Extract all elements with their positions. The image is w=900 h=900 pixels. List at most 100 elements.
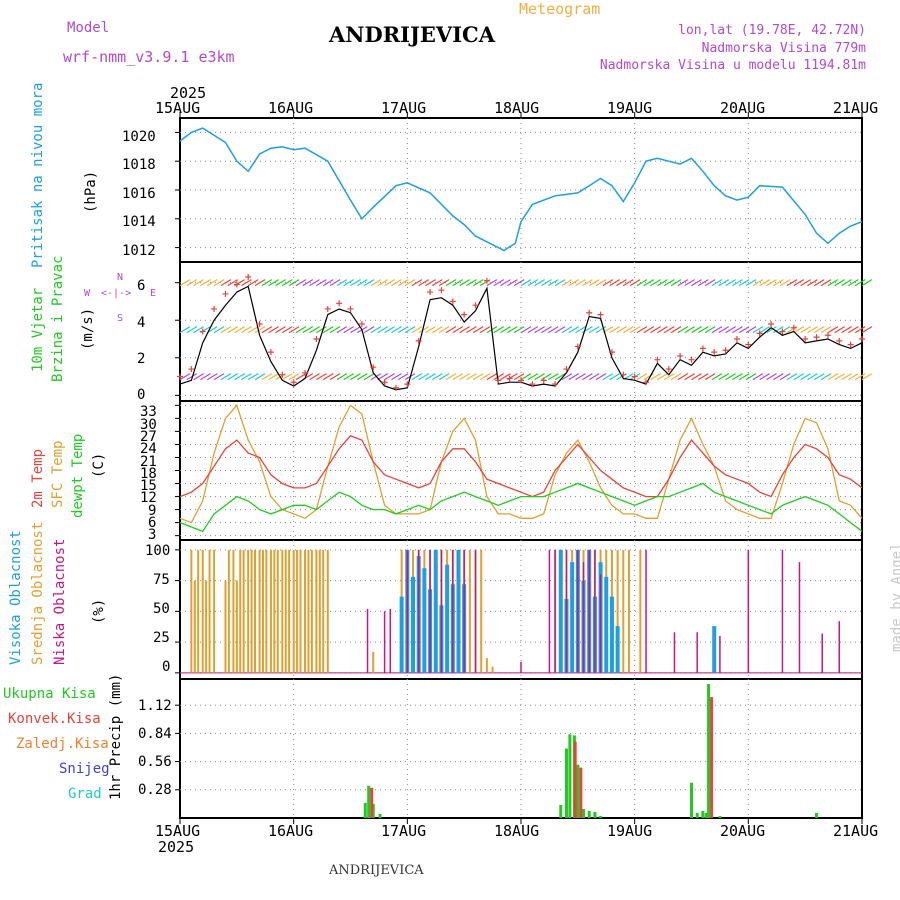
precip-bar-0-2 xyxy=(371,803,375,818)
wind-arrow-61 xyxy=(595,373,607,381)
wind-arrow-292 xyxy=(793,279,805,287)
wind-arrow-300 xyxy=(848,279,859,287)
pressure-tick-1012: 1012 xyxy=(122,243,156,259)
bottom-year-label: 2025 xyxy=(158,838,195,856)
wind-arrow-26 xyxy=(357,373,368,381)
wind-arrow-298 xyxy=(834,279,846,287)
precip-bar-0-10 xyxy=(587,810,591,818)
wind-arrow-40 xyxy=(452,373,464,381)
wind-arrow-159 xyxy=(575,326,586,334)
precip-bar-0-9 xyxy=(582,808,586,818)
wind-arrow-243 xyxy=(459,279,470,287)
wind-tick-4: 4 xyxy=(137,315,146,331)
wind-arrow-148 xyxy=(500,326,511,334)
wind-arrow-224 xyxy=(329,279,341,287)
wind-arrow-191 xyxy=(793,326,805,334)
wind-arrow-268 xyxy=(629,279,641,287)
wind-arrow-10 xyxy=(247,373,259,381)
wind-arrow-162 xyxy=(595,326,607,334)
legend-conv: Konvek.Kisa xyxy=(8,711,101,727)
wind-arrow-175 xyxy=(684,326,695,334)
wind-arrow-258 xyxy=(561,279,573,287)
wind-arrow-136 xyxy=(418,326,430,334)
wind-arrow-255 xyxy=(541,279,552,287)
gust-marker-32 xyxy=(540,377,547,384)
wind-arrow-181 xyxy=(725,326,736,334)
gust-marker-17 xyxy=(370,364,377,371)
gust-marker-6 xyxy=(245,274,252,281)
gust-marker-55 xyxy=(802,336,809,343)
wind-arrow-37 xyxy=(432,373,443,381)
gust-marker-28 xyxy=(495,377,502,384)
wind-ylabel-a: 10m Vjetar xyxy=(30,287,46,372)
wind-tick-6: 6 xyxy=(137,278,146,294)
wind-arrow-222 xyxy=(316,279,327,287)
wind-arrow-202 xyxy=(179,279,191,287)
precip-bar-0-15 xyxy=(701,810,705,818)
wind-unit: (m/s) xyxy=(80,307,96,350)
wind-arrow-151 xyxy=(520,326,532,334)
temp-tick-9: 9 xyxy=(148,503,157,519)
grid-lines xyxy=(175,112,863,824)
wind-arrow-129 xyxy=(370,326,382,334)
wind-arrow-57 xyxy=(568,373,580,381)
gust-marker-56 xyxy=(813,334,820,341)
wind-arrow-95 xyxy=(827,373,839,381)
wind-arrow-79 xyxy=(718,373,730,381)
wind-arrow-256 xyxy=(547,279,559,287)
wind-arrow-206 xyxy=(206,279,218,287)
cloud-tick-25: 25 xyxy=(153,630,170,646)
wind-arrow-100 xyxy=(861,373,873,381)
temp-tick-21: 21 xyxy=(140,454,157,470)
wind-arrow-16 xyxy=(288,373,300,381)
wind-arrow-205 xyxy=(200,279,211,287)
legend-frozen: Zaledj.Kisa xyxy=(16,736,109,752)
wind-arrow-112 xyxy=(254,326,266,334)
temp-ylabel-a: 2m Temp xyxy=(30,448,46,508)
top-tick-15aug: 15AUG xyxy=(155,99,201,117)
wind-arrow-220 xyxy=(302,279,314,287)
wind-arrow-116 xyxy=(281,326,293,334)
model-name: wrf-nmm_v3.9.1 e3km xyxy=(63,48,235,66)
gust-marker-58 xyxy=(836,337,843,344)
wind-arrow-227 xyxy=(350,279,361,287)
wind-arrow-250 xyxy=(507,279,518,287)
wind-arrow-108 xyxy=(227,326,239,334)
wind-arrow-86 xyxy=(766,373,777,381)
wind-arrow-63 xyxy=(609,373,620,381)
gust-marker-5 xyxy=(233,281,240,288)
wind-arrow-229 xyxy=(363,279,375,287)
wind-arrow-207 xyxy=(213,279,225,287)
wind-tick-0: 0 xyxy=(137,387,146,403)
cloud-ylabel-low: Niska Oblacnost xyxy=(52,538,68,665)
wind-arrow-203 xyxy=(186,279,198,287)
wind-arrow-277 xyxy=(691,279,702,287)
gust-marker-47 xyxy=(711,349,718,356)
wind-arrow-257 xyxy=(554,279,566,287)
wind-arrow-93 xyxy=(813,373,825,381)
wind-arrow-21 xyxy=(322,373,334,381)
temp-tick-27: 27 xyxy=(140,429,157,445)
gust-marker-9 xyxy=(279,371,286,378)
wind-arrow-233 xyxy=(391,279,402,287)
wind-arrow-0 xyxy=(179,373,191,381)
wind-arrow-7 xyxy=(227,373,239,381)
wind-arrow-260 xyxy=(575,279,586,287)
precip-bar-0-17 xyxy=(707,684,711,818)
wind-arrow-158 xyxy=(568,326,580,334)
gust-marker-18 xyxy=(381,379,388,386)
wind-arrow-115 xyxy=(275,326,286,334)
wind-arrow-242 xyxy=(452,279,464,287)
wind-arrow-128 xyxy=(363,326,375,334)
wind-arrow-110 xyxy=(241,326,252,334)
wind-arrow-153 xyxy=(534,326,545,334)
wind-arrow-185 xyxy=(752,326,764,334)
wind-arrow-134 xyxy=(404,326,416,334)
wind-arrow-170 xyxy=(650,326,661,334)
gust-marker-39 xyxy=(620,371,627,378)
wind-arrow-299 xyxy=(841,279,852,287)
wind-arrow-45 xyxy=(486,373,498,381)
wind-arrow-4 xyxy=(206,373,218,381)
wind-arrow-77 xyxy=(704,373,716,381)
